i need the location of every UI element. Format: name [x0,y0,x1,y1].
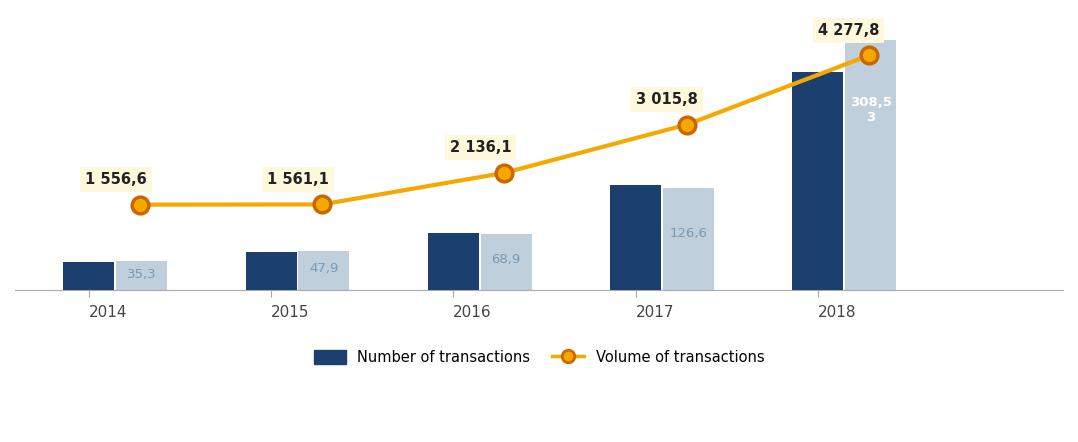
Bar [792,72,843,290]
Bar [246,252,296,290]
Text: 4 277,8: 4 277,8 [818,23,880,38]
Bar [663,187,714,290]
Text: 3 015,8: 3 015,8 [636,92,697,107]
Text: 308,5
3: 308,5 3 [849,96,892,124]
Bar [610,185,661,290]
Text: 47,9: 47,9 [309,262,338,275]
Bar [428,233,479,290]
Text: 126,6: 126,6 [669,227,707,240]
Bar [64,262,114,290]
Legend: Number of transactions, Volume of transactions: Number of transactions, Volume of transa… [307,344,771,371]
Text: 2 136,1: 2 136,1 [450,140,511,155]
Bar [116,262,167,290]
Text: 68,9: 68,9 [492,253,521,266]
Text: 35,3: 35,3 [127,268,156,281]
Bar [481,234,531,290]
Text: 1 561,1: 1 561,1 [267,171,329,187]
Text: 1 556,6: 1 556,6 [85,172,147,187]
Bar [845,41,896,290]
Bar [299,251,349,290]
